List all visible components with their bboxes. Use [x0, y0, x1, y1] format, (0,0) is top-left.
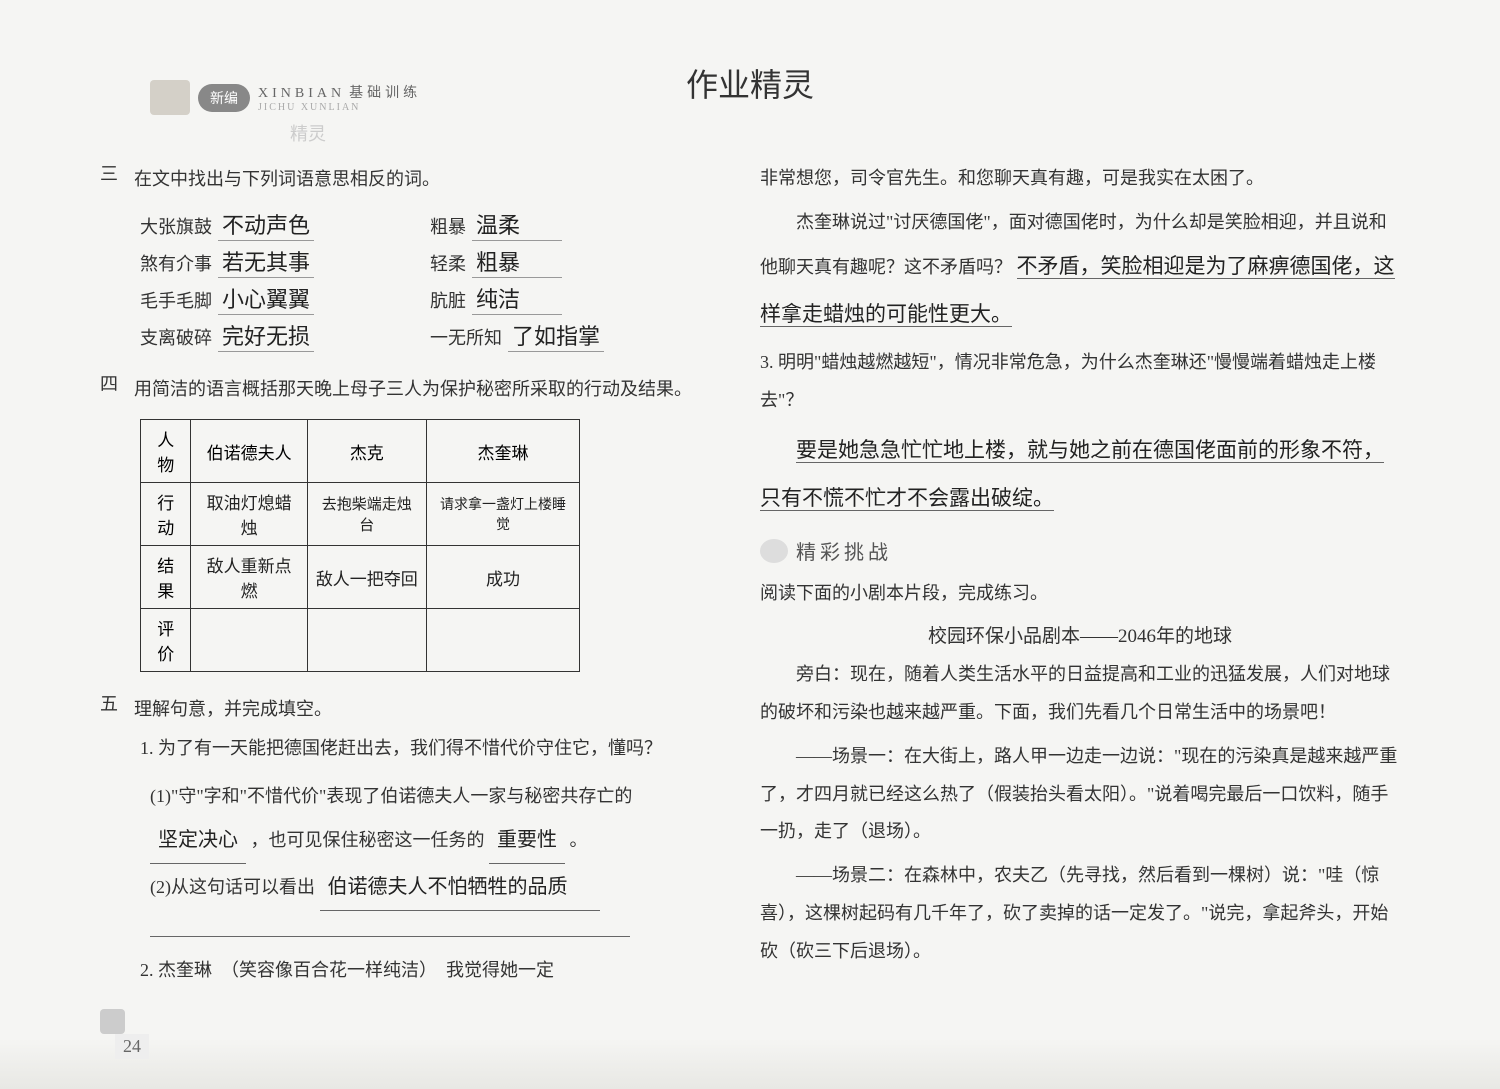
table-cell: 取油灯熄蜡烛	[191, 483, 307, 546]
table-row: 结果 敌人重新点燃 敌人一把夺回 成功	[141, 546, 580, 609]
question-para: 杰奎琳说过"讨厌德国佬"，面对德国佬时，为什么却是笑脸相迎，并且说和他聊天真有趣…	[760, 204, 1400, 338]
table-header: 伯诺德夫人	[191, 420, 307, 483]
table-cell: 成功	[426, 546, 579, 609]
narration: 旁白：现在，随着人类生活水平的日益提高和工业的迅猛发展，人们对地球的破坏和污染也…	[760, 656, 1400, 732]
antonym-value: 小心翼翼	[218, 282, 314, 315]
sub-question-2: (2)从这句话可以看出 伯诺德夫人不怕牺牲的品质	[150, 864, 720, 911]
antonym-key: 粗暴	[430, 213, 466, 239]
section-five: 五 理解句意，并完成填空。 1. 为了有一天能把德国佬赶出去，我们得不惜代价守住…	[100, 690, 720, 990]
table-cell: 行动	[141, 483, 191, 546]
table-header: 人物	[141, 420, 191, 483]
answer-text: 要是她急急忙忙地上楼，就与她之前在德国佬面前的形象不符，只有不慌不忙才不会露出破…	[760, 438, 1384, 511]
left-column: 三 在文中找出与下列词语意思相反的词。 大张旗鼓不动声色 粗暴温柔 煞有介事若无…	[100, 50, 720, 1008]
table-cell	[191, 609, 307, 672]
badge-subtitle: JICHU XUNLIAN	[258, 102, 421, 113]
fill-blank: 重要性	[489, 817, 565, 864]
antonym-value: 粗暴	[472, 245, 562, 278]
table-cell: 敌人一把夺回	[307, 546, 426, 609]
scene-1: ——场景一：在大街上，路人甲一边走一边说："现在的污染真是越来越严重了，才四月就…	[760, 738, 1400, 851]
table-cell: 请求拿一盏灯上楼睡觉	[426, 483, 579, 546]
antonym-row: 大张旗鼓不动声色 粗暴温柔	[140, 208, 720, 241]
right-column: 非常想您，司令官先生。和您聊天真有趣，可是我实在太困了。 杰奎琳说过"讨厌德国佬…	[760, 50, 1400, 1008]
blank-line	[150, 911, 720, 952]
antonym-value: 纯洁	[472, 282, 562, 315]
action-table: 人物 伯诺德夫人 杰克 杰奎琳 行动 取油灯熄蜡烛 去抱柴端走烛台 请求拿一盏灯…	[140, 419, 580, 672]
antonym-value: 了如指掌	[508, 319, 604, 352]
table-cell: 去抱柴端走烛台	[307, 483, 426, 546]
watermark: 精灵	[290, 120, 326, 146]
table-row: 人物 伯诺德夫人 杰克 杰奎琳	[141, 420, 580, 483]
table-cell	[307, 609, 426, 672]
sub-suffix: 。	[570, 830, 588, 850]
q-text: 杰奎琳 （笑容像百合花一样纯洁） 我觉得她一定	[158, 960, 554, 980]
fill-blank: 坚定决心	[150, 817, 246, 864]
table-header: 杰奎琳	[426, 420, 579, 483]
table-cell: 评价	[141, 609, 191, 672]
q-text: 明明"蜡烛越燃越短"，情况非常危急，为什么杰奎琳还"慢慢端着蜡烛走上楼去"？	[760, 352, 1376, 410]
table-row: 评价	[141, 609, 580, 672]
q-text: 为了有一天能把德国佬赶出去，我们得不惜代价守住它，懂吗？	[158, 738, 662, 758]
antonym-row: 毛手毛脚小心翼翼 肮脏纯洁	[140, 282, 720, 315]
sub-prefix: (1)"守"字和"不惜代价"表现了伯诺德夫人一家与秘密共存亡的	[150, 786, 632, 806]
sub-mid: ，也可见保住秘密这一任务的	[251, 830, 485, 850]
reading-prompt: 阅读下面的小剧本片段，完成练习。	[760, 575, 1400, 613]
page-number: 24	[115, 1034, 149, 1059]
antonym-key: 支离破碎	[140, 324, 212, 350]
scene-2: ——场景二：在森林中，农夫乙（先寻找，然后看到一棵树）说："哇（惊喜），这棵树起…	[760, 857, 1400, 970]
antonym-key: 毛手毛脚	[140, 287, 212, 313]
antonym-key: 肮脏	[430, 287, 466, 313]
footer-decoration	[0, 1039, 1500, 1089]
antonym-value: 完好无损	[218, 319, 314, 352]
table-cell: 结果	[141, 546, 191, 609]
section-four: 四 用简洁的语言概括那天晚上母子三人为保护秘密所采取的行动及结果。 人物 伯诺德…	[100, 370, 720, 673]
q-number: 3.	[760, 352, 774, 372]
antonym-value: 不动声色	[218, 208, 314, 241]
question-3: 3. 明明"蜡烛越燃越短"，情况非常危急，为什么杰奎琳还"慢慢端着蜡烛走上楼去"…	[760, 344, 1400, 420]
section-label-3: 三	[100, 160, 130, 186]
footer-icon	[100, 1009, 125, 1034]
challenge-label: 精彩挑战	[796, 536, 892, 565]
badge-icon	[150, 80, 190, 115]
antonym-key: 一无所知	[430, 324, 502, 350]
antonym-value: 温柔	[472, 208, 562, 241]
sub-question-1: (1)"守"字和"不惜代价"表现了伯诺德夫人一家与秘密共存亡的 坚定决心 ，也可…	[150, 776, 720, 864]
antonym-row: 支离破碎完好无损 一无所知了如指掌	[140, 319, 720, 352]
fill-blank: 伯诺德夫人不怕牺牲的品质	[320, 864, 600, 911]
answer-3: 要是她急急忙忙地上楼，就与她之前在德国佬面前的形象不符，只有不慌不忙才不会露出破…	[760, 426, 1400, 523]
table-cell: 敌人重新点燃	[191, 546, 307, 609]
antonym-key: 煞有介事	[140, 250, 212, 276]
table-header: 杰克	[307, 420, 426, 483]
table-row: 行动 取油灯熄蜡烛 去抱柴端走烛台 请求拿一盏灯上楼睡觉	[141, 483, 580, 546]
antonym-row: 煞有介事若无其事 轻柔粗暴	[140, 245, 720, 278]
continuation-text: 非常想您，司令官先生。和您聊天真有趣，可是我实在太困了。	[760, 160, 1400, 198]
challenge-section: 精彩挑战	[760, 536, 1400, 565]
badge-main-text: 基础训练	[349, 86, 421, 101]
badge-label: 新编	[198, 84, 250, 112]
antonym-key: 轻柔	[430, 250, 466, 276]
antonym-key: 大张旗鼓	[140, 213, 212, 239]
section-prompt-4: 用简洁的语言概括那天晚上母子三人为保护秘密所采取的行动及结果。	[134, 370, 714, 410]
question-2: 2. 杰奎琳 （笑容像百合花一样纯洁） 我觉得她一定	[130, 952, 720, 990]
sub-prefix: (2)从这句话可以看出	[150, 877, 315, 897]
script-title: 校园环保小品剧本——2046年的地球	[760, 621, 1400, 648]
section-three: 三 在文中找出与下列词语意思相反的词。 大张旗鼓不动声色 粗暴温柔 煞有介事若无…	[100, 160, 720, 352]
section-prompt-3: 在文中找出与下列词语意思相反的词。	[134, 160, 714, 200]
antonym-value: 若无其事	[218, 245, 314, 278]
header-badge: 新编 XINBIAN 基础训练 JICHU XUNLIAN	[150, 80, 421, 115]
q-number: 2.	[140, 960, 154, 980]
section-label-5: 五	[100, 690, 130, 716]
section-prompt-5: 理解句意，并完成填空。	[134, 690, 714, 730]
question-1: 1. 为了有一天能把德国佬赶出去，我们得不惜代价守住它，懂吗？	[130, 730, 720, 768]
badge-pinyin: XINBIAN	[258, 86, 345, 101]
q-number: 1.	[140, 738, 154, 758]
table-cell	[426, 609, 579, 672]
page-title: 作业精灵	[686, 60, 814, 106]
challenge-icon	[760, 539, 788, 563]
section-label-4: 四	[100, 370, 130, 396]
